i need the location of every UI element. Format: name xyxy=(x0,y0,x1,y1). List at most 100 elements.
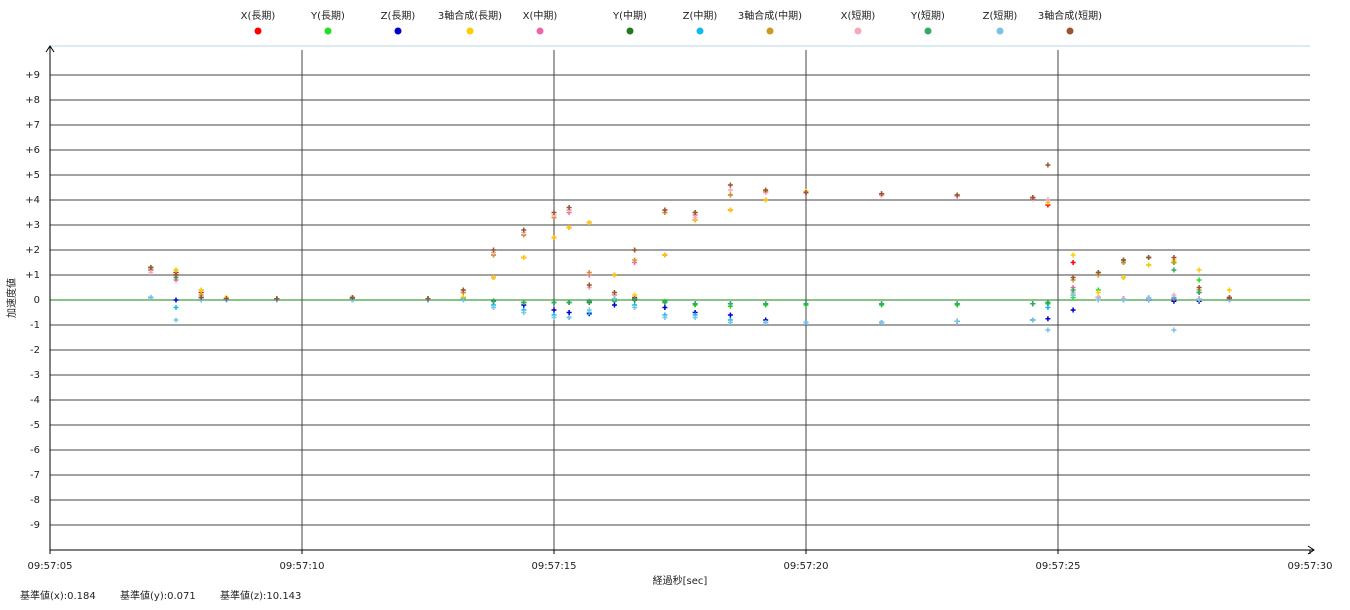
legend-marker xyxy=(466,27,474,35)
series xyxy=(148,260,1232,309)
x-axis xyxy=(50,545,1315,555)
point xyxy=(1196,277,1202,283)
point xyxy=(662,300,668,305)
x-tick-label: 09:57:10 xyxy=(280,561,325,572)
point xyxy=(586,220,592,225)
point xyxy=(586,270,592,275)
y-tick-label: -5 xyxy=(30,420,40,431)
point xyxy=(173,305,179,310)
point xyxy=(727,207,733,213)
point xyxy=(586,298,592,304)
point xyxy=(1030,195,1036,200)
point xyxy=(1121,297,1127,303)
y-tick-label: -1 xyxy=(30,320,40,331)
point xyxy=(521,255,527,260)
legend-label: 3軸合成(短期) xyxy=(1038,9,1102,22)
point xyxy=(1070,260,1076,265)
point xyxy=(954,192,960,198)
series xyxy=(148,292,1232,325)
point xyxy=(1045,197,1051,203)
legend-marker xyxy=(854,27,862,35)
point xyxy=(1196,297,1202,303)
point xyxy=(1095,297,1101,303)
point xyxy=(692,315,698,320)
legend-marker xyxy=(924,27,932,35)
point xyxy=(1146,255,1152,260)
point xyxy=(1226,295,1232,300)
series xyxy=(148,255,1232,307)
point xyxy=(551,315,557,320)
point xyxy=(611,272,617,278)
point xyxy=(274,296,280,302)
legend-label: Z(長期) xyxy=(381,10,416,22)
point xyxy=(1095,290,1101,295)
point xyxy=(1070,287,1076,293)
point xyxy=(763,301,769,307)
series xyxy=(148,188,1232,302)
point xyxy=(632,305,638,310)
legend-label: 3軸合成(中期) xyxy=(738,9,802,22)
point xyxy=(727,192,733,198)
point xyxy=(1045,300,1051,305)
point xyxy=(521,310,527,315)
point xyxy=(692,215,698,220)
point xyxy=(1171,327,1177,333)
point xyxy=(1171,255,1177,260)
point xyxy=(692,301,698,307)
point xyxy=(566,205,572,210)
point xyxy=(1070,292,1076,298)
point xyxy=(173,297,179,303)
point xyxy=(1146,262,1152,268)
point xyxy=(954,318,960,324)
x-tick-label: 09:57:05 xyxy=(28,561,73,572)
point xyxy=(1171,260,1177,265)
point xyxy=(521,227,527,233)
legend-marker xyxy=(1066,27,1074,35)
legend-marker xyxy=(626,27,634,35)
y-tick-label: -2 xyxy=(30,345,40,356)
point xyxy=(551,210,557,215)
legend-marker xyxy=(996,27,1004,35)
point xyxy=(1226,287,1232,293)
point xyxy=(491,275,497,280)
y-tick-label: +5 xyxy=(25,170,40,181)
point xyxy=(521,300,527,305)
point xyxy=(566,300,572,305)
point xyxy=(1121,257,1127,263)
point xyxy=(662,315,668,320)
point xyxy=(460,287,466,293)
point xyxy=(148,270,154,275)
legend-label: 3軸合成(長期) xyxy=(438,9,502,22)
point xyxy=(198,295,204,300)
point xyxy=(727,301,733,307)
point xyxy=(173,317,179,323)
x-tick-label: 09:57:25 xyxy=(1036,561,1081,572)
series xyxy=(148,188,1232,302)
point xyxy=(1196,267,1202,273)
legend-marker xyxy=(536,27,544,35)
legend-label: Y(短期) xyxy=(910,9,945,22)
point xyxy=(566,310,572,315)
point xyxy=(1045,327,1051,333)
y-axis-label: 加速度値 xyxy=(5,278,18,318)
y-tick-label: +9 xyxy=(25,70,40,81)
point xyxy=(586,282,592,288)
point xyxy=(632,296,638,302)
point xyxy=(803,301,809,307)
x-axis-label: 経過秒[sec] xyxy=(653,574,708,587)
point xyxy=(763,187,769,193)
y-tick-label: -3 xyxy=(30,370,40,381)
point xyxy=(349,295,355,300)
point xyxy=(566,315,572,320)
point xyxy=(727,187,733,193)
point xyxy=(586,307,592,313)
y-tick-label: -9 xyxy=(30,520,40,531)
point xyxy=(173,267,179,273)
point xyxy=(1070,275,1076,280)
series xyxy=(148,162,1232,302)
y-tick-label: +4 xyxy=(25,195,40,206)
point xyxy=(1045,316,1051,322)
point xyxy=(1070,252,1076,258)
legend-label: X(長期) xyxy=(241,10,276,22)
point xyxy=(611,290,617,295)
